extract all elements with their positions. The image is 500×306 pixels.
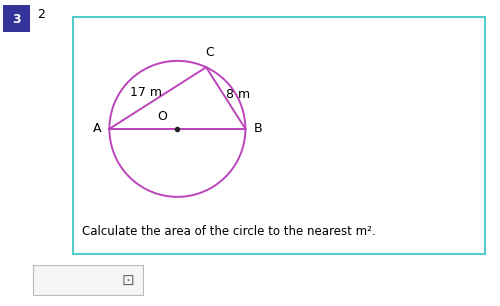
Text: A: A [92,122,101,135]
Text: 17 m: 17 m [130,86,162,99]
Text: 2: 2 [38,8,46,21]
Text: 3: 3 [12,13,20,26]
Text: ⊡: ⊡ [122,272,134,288]
Text: O: O [158,110,168,123]
Text: C: C [205,46,214,59]
Text: Calculate the area of the circle to the nearest m².: Calculate the area of the circle to the … [82,225,376,238]
Text: B: B [254,122,262,135]
Text: 8 m: 8 m [226,88,250,101]
